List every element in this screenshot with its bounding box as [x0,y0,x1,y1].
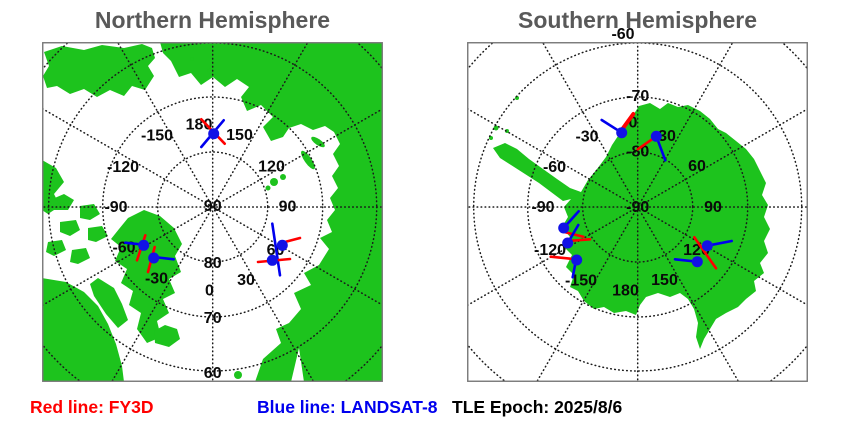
northern-hemisphere-map: 1801501209060300-30-60-90-120-1509080706… [42,42,383,382]
fy3d-track-line [570,238,592,242]
northern-graticule [42,42,383,382]
latitude-label: 70 [204,310,222,327]
longitude-label: 30 [237,272,255,289]
land-novaya-zemlya-north [311,136,325,148]
land-islet-2 [190,57,194,61]
northern-satellites [124,118,302,277]
land-svalbard [270,178,278,186]
satellite-position-marker [148,252,160,264]
latitude-label: 80 [204,255,222,272]
fy3d-track-line [619,112,636,132]
satellite-position-marker [616,127,628,139]
land-canada-mainland [42,278,124,382]
longitude-label: -90 [531,199,554,216]
fy3d-track-line [693,236,718,270]
land-eurasia [160,42,383,382]
satellite-position-marker [562,237,574,249]
legend-red-line: Red line: FY3D [30,397,154,417]
longitude-label: 180 [612,282,639,299]
land-svalbard-east [280,174,286,180]
longitude-label: 30 [658,128,676,145]
land-svalbard-south [265,185,271,191]
northern-hemisphere-title: Northern Hemisphere [94,7,331,33]
longitude-label: 60 [688,158,706,175]
longitude-label: 90 [704,199,722,216]
satellite-position-marker [558,222,570,234]
satellite-position-marker [650,130,662,142]
northern-frame [42,42,383,382]
latitude-label: 60 [204,365,222,382]
longitude-label: -120 [107,159,139,176]
southern-hemisphere-map: 0306090120150180-150-120-90-60-30-90-80-… [467,26,808,382]
longitude-label: 90 [279,198,297,215]
longitude-label: -120 [534,242,566,259]
longitude-label: 0 [629,114,638,131]
satellite-position-marker [208,128,220,140]
land-islet-1 [207,68,213,74]
satellite-position-marker [701,240,713,252]
longitude-label: 120 [258,158,285,175]
land-islet-3 [234,371,242,379]
land-arctic-island-4 [88,226,108,242]
longitude-label: -150 [565,272,597,289]
southern-satellites [549,112,734,279]
longitude-label: -90 [104,199,127,216]
land-antarctica [493,103,770,349]
land-baffin-island [90,278,128,328]
land-arctic-island-5 [46,240,66,256]
latitude-label: -80 [626,143,649,160]
longitude-label: 150 [226,127,253,144]
southern-frame [467,42,808,382]
southern-hemisphere-title: Southern Hemisphere [518,7,757,33]
satellite-position-marker [138,239,150,251]
land-antarctic-island-3 [505,129,509,133]
longitude-label: -30 [575,128,598,145]
longitude-label: -60 [543,159,566,176]
land-arctic-island-3 [60,220,80,236]
longitude-label: -60 [112,239,135,256]
legend-blue-line: Blue line: LANDSAT-8 [257,397,438,417]
longitude-label: -150 [141,127,173,144]
land-antarctic-island-2 [493,125,499,131]
latitude-label: -70 [626,88,649,105]
landsat8-track-line [271,222,282,277]
land-arctic-island-6 [70,248,90,264]
satellite-position-marker [276,239,288,251]
satellite-position-marker [266,254,278,266]
longitude-label: 150 [651,272,678,289]
legend-tle-epoch: TLE Epoch: 2025/8/6 [452,397,623,417]
longitude-label: -30 [145,270,168,287]
longitude-label: 180 [186,116,213,133]
satellite-position-marker [691,256,703,268]
land-alaska [42,160,64,214]
southern-labels: 0306090120150180-150-120-90-60-30-90-80-… [531,26,722,300]
land-arctic-island-2 [80,204,100,220]
latitude-label: -60 [611,26,634,43]
longitude-label: 0 [205,282,214,299]
northern-labels: 1801501209060300-30-60-90-120-1509080706… [104,116,296,382]
land-novaya-zemlya [301,150,315,170]
latitude-label: -90 [626,199,649,216]
latitude-label: 90 [204,198,222,215]
land-iceland [154,325,180,347]
satellite-position-marker [571,254,583,266]
